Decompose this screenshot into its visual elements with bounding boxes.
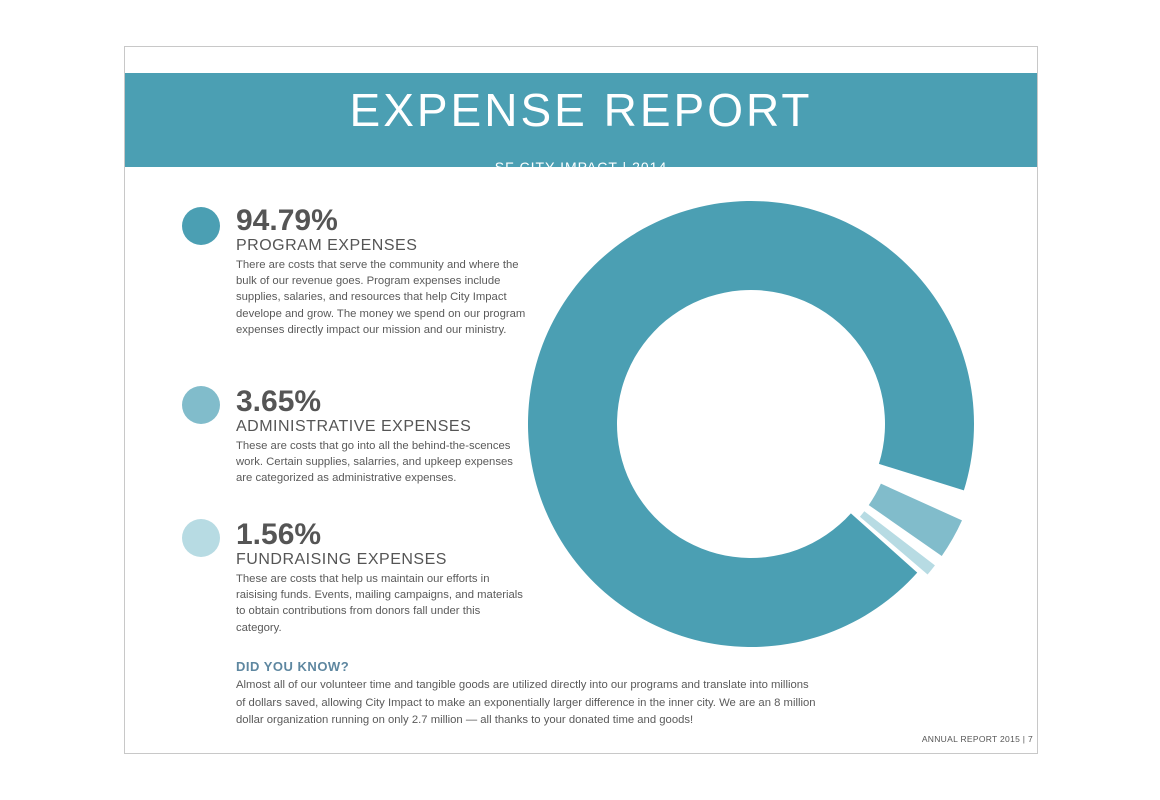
did-you-know-title: DID YOU KNOW? (236, 659, 350, 674)
page-footer: ANNUAL REPORT 2015 | 7 (921, 734, 1033, 744)
donut-slice-program (528, 201, 974, 647)
description-fundraising: These are costs that help us maintain ou… (236, 573, 523, 634)
report-page: EXPENSE REPORT SF CITY IMPACT | 2014 94.… (124, 46, 1038, 754)
category-fundraising: FUNDRAISING EXPENSES (236, 551, 447, 568)
legend-swatch-fundraising (182, 519, 220, 557)
legend-swatch-administrative (182, 386, 220, 424)
percent-program: 94.79% (236, 204, 338, 237)
donut-chart (528, 201, 974, 647)
donut-slice-administrative (868, 483, 962, 556)
percent-fundraising: 1.56% (236, 518, 322, 551)
category-administrative: ADMINISTRATIVE EXPENSES (236, 418, 472, 435)
description-program: There are costs that serve the community… (236, 259, 526, 336)
donut-slice-fundraising (859, 511, 935, 575)
legend-swatch-program (182, 207, 220, 245)
description-administrative: These are costs that go into all the beh… (236, 440, 513, 485)
did-you-know-body: Almost all of our volunteer time and tan… (236, 679, 816, 726)
category-program: PROGRAM EXPENSES (236, 237, 418, 254)
header-banner: EXPENSE REPORT SF CITY IMPACT | 2014 (125, 73, 1037, 175)
percent-administrative: 3.65% (236, 385, 322, 418)
page-title: EXPENSE REPORT (349, 84, 813, 136)
page-subtitle: SF CITY IMPACT | 2014 (494, 159, 668, 175)
